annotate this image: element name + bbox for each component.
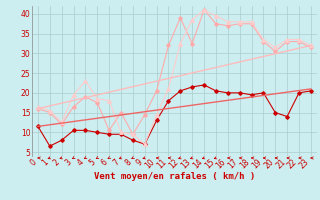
X-axis label: Vent moyen/en rafales ( km/h ): Vent moyen/en rafales ( km/h ) <box>94 172 255 181</box>
